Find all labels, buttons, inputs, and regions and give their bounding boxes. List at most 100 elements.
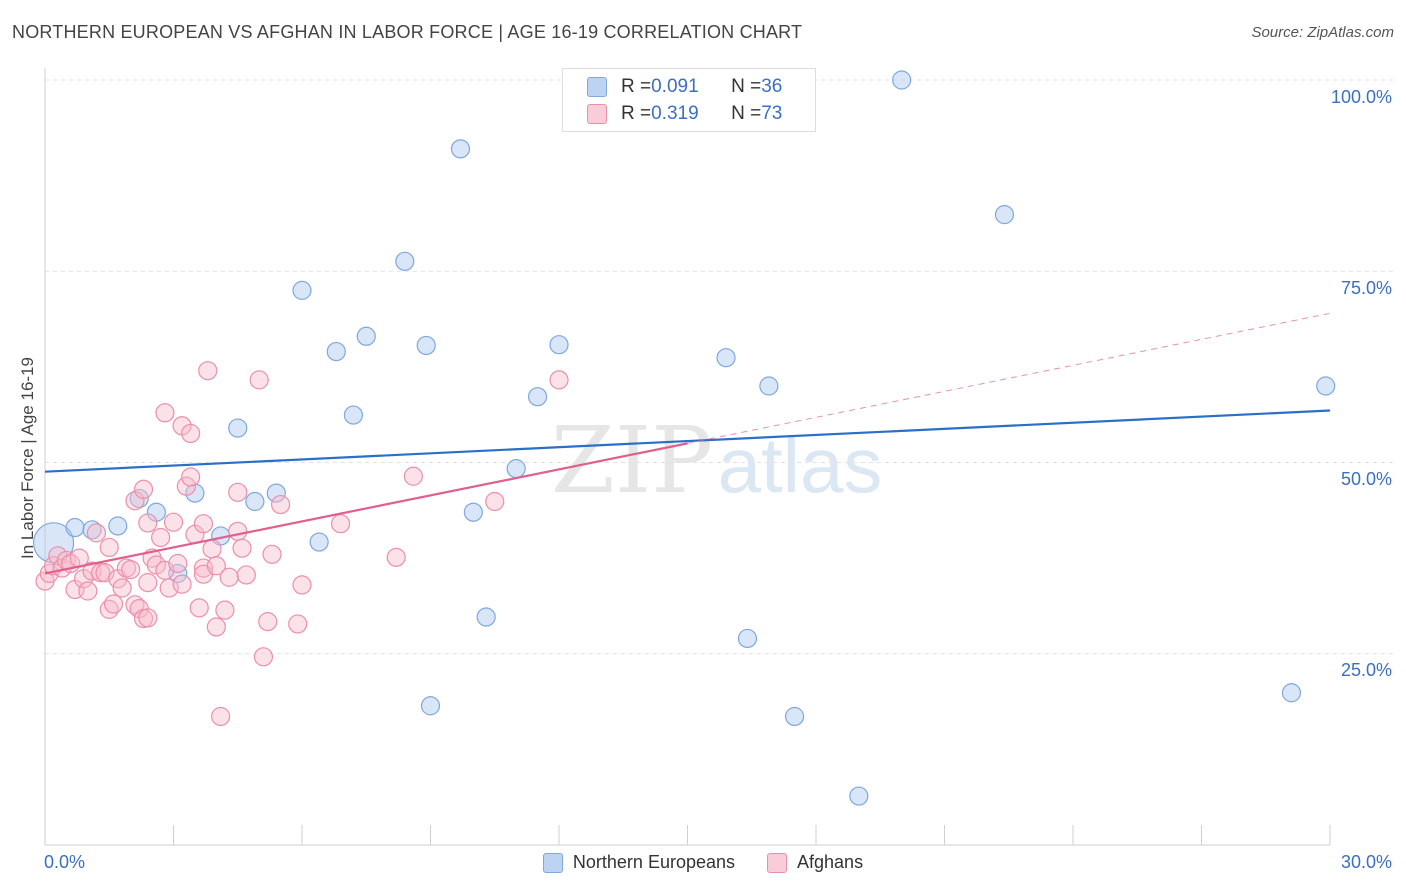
x-tick-label-min: 0.0% (44, 852, 86, 872)
northern-european-point (309, 532, 329, 552)
afghan-point (249, 370, 269, 390)
afghan-point (270, 494, 291, 515)
northern-european-point (292, 280, 312, 300)
northern-european-point (356, 326, 376, 346)
afghan-point (228, 482, 248, 502)
watermark-zip: ZIP (551, 407, 713, 514)
northern-european-point (108, 516, 128, 536)
legend-item-afghans: Afghans (767, 852, 863, 873)
chart-title: NORTHERN EUROPEAN VS AFGHAN IN LABOR FOR… (12, 22, 803, 42)
afghan-point (206, 617, 226, 637)
afghan-point (292, 575, 312, 595)
northern-european-point (527, 387, 548, 407)
afghan-point (236, 565, 256, 585)
afghan-point (262, 544, 282, 564)
northern-european-point (65, 517, 85, 538)
y-tick-label-25: 25.0% (1340, 660, 1392, 680)
afghan-point (181, 423, 201, 444)
r-label: R = (621, 76, 652, 97)
northern-european-point (245, 491, 265, 512)
northern-european-point (343, 405, 363, 425)
northern-european-point (994, 205, 1015, 225)
series-legend: Northern Europeans Afghans (0, 852, 1406, 873)
stats-row-afghans: R = 0.319 N = 73 (587, 101, 782, 127)
afghan-point (288, 614, 308, 634)
afghan-point (168, 553, 188, 574)
afghan-point (189, 598, 209, 618)
afghan-point (228, 521, 248, 541)
afghan-point (181, 467, 201, 487)
afghan-point (215, 600, 235, 620)
afghan-point (202, 539, 222, 559)
afghan-point (151, 527, 171, 548)
northern-european-point (737, 628, 758, 649)
afghan-point (386, 547, 406, 567)
afghan-point (138, 513, 158, 533)
afghan-trend-line (44, 442, 688, 575)
n-label: N = (731, 76, 762, 97)
afghan-point (206, 556, 226, 576)
afghan-point (198, 361, 218, 381)
stats-row-northern-europeans: R = 0.091 N = 36 (587, 74, 782, 100)
northern-european-point (1316, 376, 1336, 396)
afghan-point (330, 514, 351, 534)
afghan-point (121, 559, 141, 580)
afghan-point (78, 581, 98, 601)
northern-european-trend-line (44, 409, 1331, 473)
afghan-trend-extension (687, 312, 1331, 444)
legend-label: Afghans (797, 852, 864, 872)
afghan-point (86, 523, 107, 543)
r-value: 0.091 (651, 76, 699, 97)
afghan-point (138, 608, 158, 628)
northern-european-point (420, 696, 441, 716)
northern-european-point (784, 706, 805, 727)
afghan-point (103, 594, 124, 614)
n-value: 73 (761, 103, 783, 124)
legend-swatch-blue (587, 77, 607, 97)
northern-european-point (416, 335, 436, 356)
afghan-point (99, 537, 119, 558)
northern-european-point (32, 522, 75, 564)
northern-european-point (506, 459, 526, 479)
northern-european-point (1281, 683, 1302, 703)
northern-european-point (395, 251, 415, 271)
northern-european-point (849, 786, 869, 806)
legend-swatch-pink (767, 852, 788, 873)
y-tick-label-100: 100.0% (1330, 87, 1392, 107)
stats-legend: R = 0.091 N = 36 R = 0.319 N = 73 (562, 68, 816, 132)
legend-swatch-blue (542, 852, 563, 873)
y-tick-label-75: 75.0% (1340, 278, 1392, 298)
afghan-point (91, 563, 111, 583)
afghan-point (163, 512, 184, 532)
afghan-point (232, 538, 252, 558)
afghan-point (253, 647, 274, 667)
afghan-point (159, 578, 179, 598)
n-value: 36 (761, 76, 783, 97)
afghan-point (133, 479, 154, 499)
legend-label: Northern Europeans (572, 852, 736, 872)
afghan-point (403, 466, 423, 486)
northern-european-point (549, 335, 569, 355)
northern-european-point (326, 341, 346, 362)
northern-european-point (476, 607, 496, 627)
northern-european-point (450, 139, 471, 159)
afghan-point (155, 403, 175, 423)
northern-european-point (759, 376, 779, 396)
watermark-atlas: atlas (718, 421, 883, 509)
afghan-point (219, 567, 239, 587)
afghan-point (172, 574, 192, 594)
afghan-point (193, 514, 214, 534)
r-label: R = (621, 103, 652, 124)
legend-swatch-pink (587, 104, 607, 124)
source-label: Source: ZipAtlas.com (1251, 24, 1394, 41)
x-tick-label-max: 30.0% (1340, 852, 1392, 872)
northern-european-point (892, 70, 912, 90)
afghan-point (485, 491, 505, 512)
legend-item-northern-europeans: Northern Europeans (542, 852, 736, 873)
afghan-point (549, 370, 569, 390)
northern-european-point (266, 483, 286, 503)
y-tick-label-50: 50.0% (1340, 469, 1392, 489)
afghan-point (112, 578, 132, 598)
afghan-point (176, 476, 196, 496)
